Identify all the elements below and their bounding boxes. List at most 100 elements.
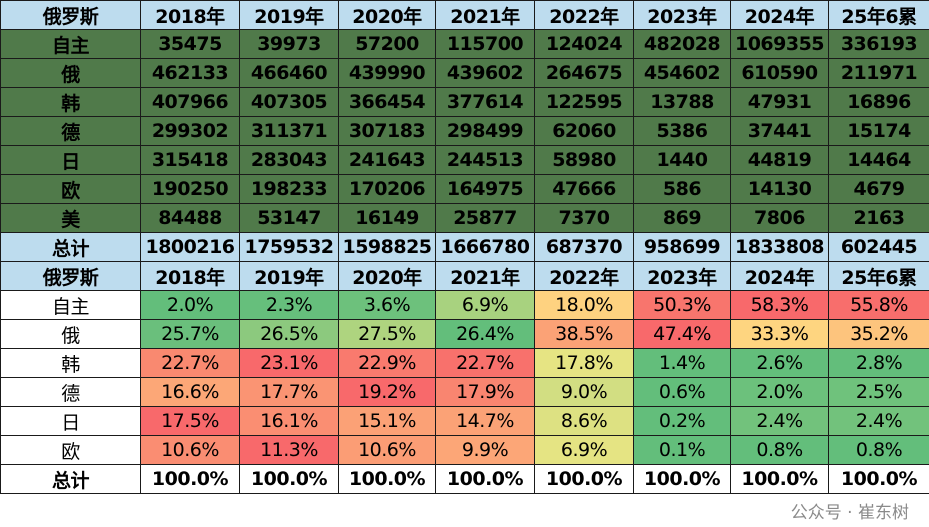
- total-cell: 1800216: [141, 233, 240, 262]
- value-cell: 84488: [141, 204, 240, 233]
- value-cell: 439990: [339, 59, 436, 88]
- value-cell: 462133: [141, 59, 240, 88]
- value-cell: 47666: [535, 175, 634, 204]
- total-cell: 100.0%: [535, 465, 634, 494]
- value-cell: 610590: [731, 59, 829, 88]
- value-cell: 17.7%: [240, 378, 339, 407]
- row-label: 自主: [1, 30, 141, 59]
- value-cell: 14.7%: [436, 407, 535, 436]
- value-cell: 15174: [829, 117, 929, 146]
- value-cell: 15.1%: [339, 407, 436, 436]
- row-label: 德: [1, 378, 141, 407]
- total-cell: 1759532: [240, 233, 339, 262]
- value-cell: 1440: [634, 146, 731, 175]
- value-cell: 19.2%: [339, 378, 436, 407]
- value-cell: 0.6%: [634, 378, 731, 407]
- total-cell: 100.0%: [829, 465, 929, 494]
- value-cell: 22.9%: [339, 349, 436, 378]
- value-cell: 25877: [436, 204, 535, 233]
- value-cell: 33.3%: [731, 320, 829, 349]
- total-label: 总计: [1, 465, 141, 494]
- column-header: 俄罗斯: [1, 262, 141, 291]
- total-cell: 1833808: [731, 233, 829, 262]
- value-cell: 3.6%: [339, 291, 436, 320]
- value-cell: 53147: [240, 204, 339, 233]
- value-cell: 336193: [829, 30, 929, 59]
- row-label: 韩: [1, 349, 141, 378]
- total-cell: 687370: [535, 233, 634, 262]
- value-cell: 2.8%: [829, 349, 929, 378]
- value-cell: 58980: [535, 146, 634, 175]
- value-cell: 16.1%: [240, 407, 339, 436]
- value-cell: 2.4%: [829, 407, 929, 436]
- value-cell: 62060: [535, 117, 634, 146]
- column-header: 2024年: [731, 262, 829, 291]
- value-cell: 13788: [634, 88, 731, 117]
- value-cell: 0.8%: [829, 436, 929, 465]
- column-header: 2018年: [141, 1, 240, 30]
- total-cell: 958699: [634, 233, 731, 262]
- value-cell: 2.3%: [240, 291, 339, 320]
- value-cell: 1.4%: [634, 349, 731, 378]
- column-header: 2018年: [141, 262, 240, 291]
- total-cell: 100.0%: [436, 465, 535, 494]
- value-cell: 439602: [436, 59, 535, 88]
- value-cell: 39973: [240, 30, 339, 59]
- value-cell: 407966: [141, 88, 240, 117]
- value-cell: 23.1%: [240, 349, 339, 378]
- value-cell: 4679: [829, 175, 929, 204]
- value-cell: 38.5%: [535, 320, 634, 349]
- value-cell: 307183: [339, 117, 436, 146]
- value-cell: 298499: [436, 117, 535, 146]
- value-cell: 466460: [240, 59, 339, 88]
- value-cell: 7806: [731, 204, 829, 233]
- value-cell: 55.8%: [829, 291, 929, 320]
- row-label: 欧: [1, 436, 141, 465]
- column-header: 俄罗斯: [1, 1, 141, 30]
- watermark: 公众号 · 崔东树: [0, 494, 929, 527]
- value-cell: 454602: [634, 59, 731, 88]
- value-cell: 869: [634, 204, 731, 233]
- value-cell: 264675: [535, 59, 634, 88]
- column-header: 2020年: [339, 1, 436, 30]
- value-cell: 2.4%: [731, 407, 829, 436]
- value-cell: 35.2%: [829, 320, 929, 349]
- column-header: 2021年: [436, 1, 535, 30]
- row-label: 俄: [1, 59, 141, 88]
- value-cell: 6.9%: [436, 291, 535, 320]
- value-cell: 17.5%: [141, 407, 240, 436]
- value-cell: 22.7%: [141, 349, 240, 378]
- value-cell: 9.0%: [535, 378, 634, 407]
- value-cell: 8.6%: [535, 407, 634, 436]
- value-cell: 18.0%: [535, 291, 634, 320]
- value-cell: 44819: [731, 146, 829, 175]
- value-cell: 17.8%: [535, 349, 634, 378]
- value-cell: 2.5%: [829, 378, 929, 407]
- value-cell: 124024: [535, 30, 634, 59]
- value-cell: 22.7%: [436, 349, 535, 378]
- value-cell: 5386: [634, 117, 731, 146]
- value-cell: 14464: [829, 146, 929, 175]
- value-cell: 315418: [141, 146, 240, 175]
- value-cell: 16.6%: [141, 378, 240, 407]
- value-cell: 407305: [240, 88, 339, 117]
- column-header: 25年6累: [829, 1, 929, 30]
- row-label: 日: [1, 407, 141, 436]
- value-cell: 241643: [339, 146, 436, 175]
- value-cell: 7370: [535, 204, 634, 233]
- value-cell: 10.6%: [339, 436, 436, 465]
- total-cell: 100.0%: [240, 465, 339, 494]
- row-label: 日: [1, 146, 141, 175]
- value-cell: 0.1%: [634, 436, 731, 465]
- column-header: 2023年: [634, 1, 731, 30]
